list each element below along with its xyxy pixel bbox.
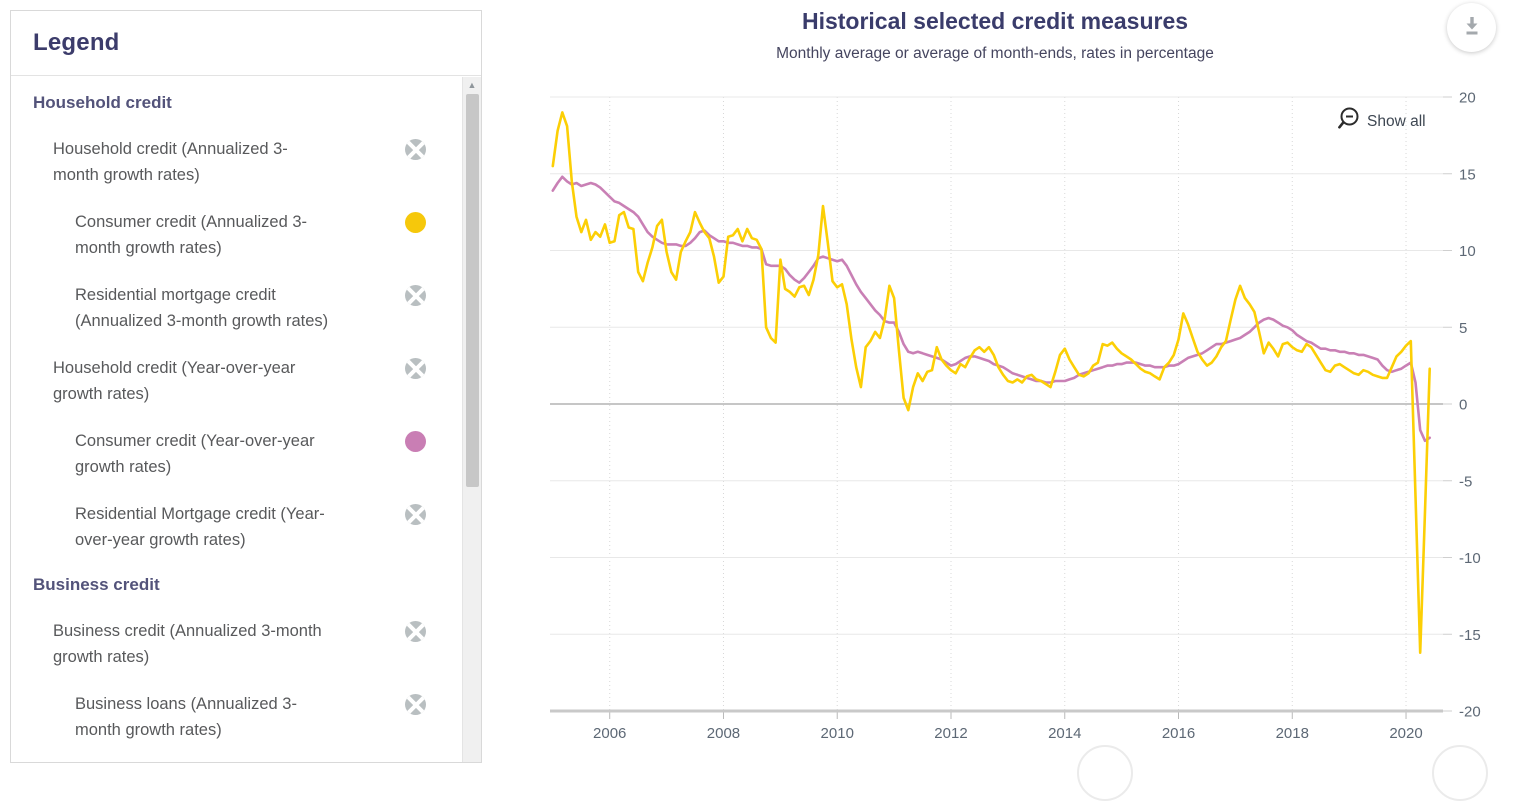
x-axis-tick-label: 2014 bbox=[1048, 725, 1081, 742]
x-axis-tick-label: 2012 bbox=[934, 725, 967, 742]
scroll-up-arrow-icon[interactable]: ▲ bbox=[467, 80, 477, 90]
legend-item-label: Consumer credit (Year-over-year growth r… bbox=[75, 432, 315, 476]
download-icon bbox=[1461, 14, 1483, 41]
zoom-out-magnifier-icon bbox=[1335, 106, 1362, 138]
legend-list: Household credit Household credit (Annual… bbox=[11, 77, 462, 762]
show-all-button[interactable]: Show all bbox=[1335, 106, 1426, 138]
y-axis-tick-label: 15 bbox=[1459, 166, 1476, 183]
legend-scrollbar[interactable]: ▲ bbox=[462, 77, 481, 762]
legend-item[interactable]: Household credit (Year-over-year growth … bbox=[11, 355, 462, 407]
y-axis-tick-label: -15 bbox=[1459, 627, 1481, 644]
legend-header: Legend bbox=[11, 11, 481, 76]
series-hidden-icon[interactable] bbox=[405, 285, 426, 306]
x-axis-tick-label: 2008 bbox=[707, 725, 740, 742]
x-axis-tick-label: 2016 bbox=[1162, 725, 1195, 742]
x-axis-tick-label: 2006 bbox=[593, 725, 626, 742]
series-hidden-icon[interactable] bbox=[405, 358, 426, 379]
hidden-bottom-button[interactable] bbox=[1077, 745, 1133, 801]
legend-panel: Legend Household credit Household credit … bbox=[10, 10, 482, 763]
y-axis-tick-label: 0 bbox=[1459, 397, 1467, 414]
legend-item[interactable]: Residential Mortgage credit (Year-over-y… bbox=[11, 501, 462, 553]
y-axis-tick-label: 10 bbox=[1459, 243, 1476, 260]
legend-title: Legend bbox=[33, 29, 120, 56]
legend-item[interactable]: Household credit (Annualized 3-month gro… bbox=[11, 136, 462, 188]
legend-item-label: Business loans (Annualized 3-month growt… bbox=[75, 695, 297, 739]
series-hidden-icon[interactable] bbox=[405, 694, 426, 715]
x-axis-tick-label: 2020 bbox=[1389, 725, 1422, 742]
legend-item[interactable]: Consumer credit (Year-over-year growth r… bbox=[11, 428, 462, 480]
legend-item[interactable]: Business loans (Annualized 3-month growt… bbox=[11, 691, 462, 743]
legend-item-label: Consumer credit (Annualized 3-month grow… bbox=[75, 213, 308, 257]
chart-subtitle: Monthly average or average of month-ends… bbox=[776, 45, 1214, 62]
x-axis-tick-label: 2018 bbox=[1276, 725, 1309, 742]
legend-item-label: Business credit (Annualized 3-month grow… bbox=[53, 622, 322, 666]
legend-item[interactable]: Consumer credit (Annualized 3-month grow… bbox=[11, 209, 462, 261]
legend-item-label: Residential Mortgage credit (Year-over-y… bbox=[75, 505, 325, 549]
legend-section-title: Household credit bbox=[33, 93, 172, 112]
chart-title: Historical selected credit measures bbox=[801, 8, 1189, 34]
legend-section-title: Business credit bbox=[33, 575, 160, 594]
series-hidden-icon[interactable] bbox=[405, 139, 426, 160]
x-axis-tick-label: 2010 bbox=[821, 725, 854, 742]
series-line[interactable] bbox=[551, 111, 1432, 655]
legend-item-label: Residential mortgage credit (Annualized … bbox=[75, 286, 329, 330]
scrollbar-thumb[interactable] bbox=[465, 94, 479, 487]
legend-item-label: Household credit (Annualized 3-month gro… bbox=[53, 140, 288, 184]
series-visible-icon[interactable] bbox=[405, 431, 426, 452]
series-visible-icon[interactable] bbox=[405, 212, 426, 233]
y-axis-tick-label: 5 bbox=[1459, 320, 1467, 337]
series-line[interactable] bbox=[551, 175, 1432, 443]
credit-measures-chart[interactable]: 2006 2008 2010 2012 2014 2016 2018 202020151050… bbox=[497, 85, 1536, 763]
legend-item[interactable]: Residential mortgage credit (Annualized … bbox=[11, 282, 462, 334]
y-axis-tick-label: -10 bbox=[1459, 550, 1481, 567]
series-hidden-icon[interactable] bbox=[405, 621, 426, 642]
legend-item-label: Household credit (Year-over-year growth … bbox=[53, 359, 296, 403]
download-button[interactable] bbox=[1447, 3, 1496, 52]
y-axis-tick-label: -5 bbox=[1459, 473, 1472, 490]
show-all-label: Show all bbox=[1367, 113, 1426, 130]
y-axis-tick-label: -20 bbox=[1459, 704, 1481, 721]
legend-item[interactable]: Business credit (Annualized 3-month grow… bbox=[11, 618, 462, 670]
hidden-bottom-button[interactable] bbox=[1432, 745, 1488, 801]
series-hidden-icon[interactable] bbox=[405, 504, 426, 525]
y-axis-tick-label: 20 bbox=[1459, 90, 1476, 107]
